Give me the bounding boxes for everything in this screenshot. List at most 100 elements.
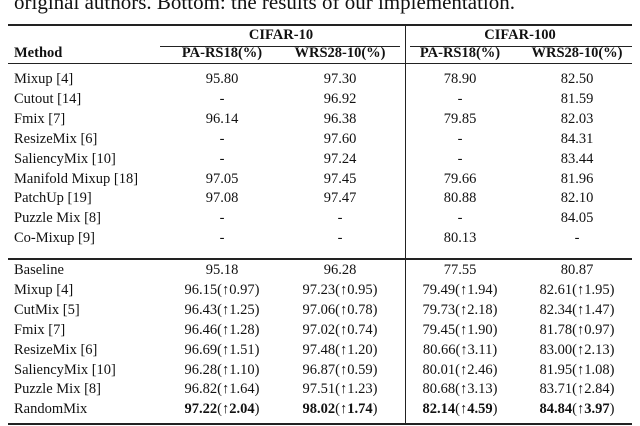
value-part: (↑ <box>217 401 230 418</box>
column-header: WRS28-10(%) <box>531 45 623 61</box>
value-cell: 83.71(↑2.84) <box>539 381 615 398</box>
value-cell: - <box>219 130 225 147</box>
method-cell: Puzzle Mix [8] <box>14 210 101 227</box>
value-cell: 81.96 <box>560 170 594 187</box>
value-part: ) <box>254 401 260 418</box>
value-part: (↑ <box>455 401 468 418</box>
value-part: ) <box>492 401 498 418</box>
value-cell: 96.28 <box>323 262 357 278</box>
value-part: ) <box>372 401 378 418</box>
value-cell: 80.88 <box>443 190 477 207</box>
method-cell: Cutout [14] <box>14 90 82 107</box>
value-cell: 83.00(↑2.13) <box>539 341 615 358</box>
value-cell: - <box>457 130 463 147</box>
value-part: 1.74 <box>347 401 373 418</box>
method-cell: SaliencyMix [10] <box>14 361 116 378</box>
value-cell: - <box>574 230 580 247</box>
value-cell: 80.87 <box>560 262 594 278</box>
method-cell: CutMix [5] <box>14 301 80 318</box>
value-cell: 96.38 <box>323 110 357 127</box>
value-cell: 97.23(↑0.95) <box>302 281 378 298</box>
value-part: 84.84 <box>539 401 573 418</box>
value-cell: 96.87(↑0.59) <box>302 361 378 378</box>
value-cell: 79.73(↑2.18) <box>422 301 498 318</box>
value-cell: 96.46(↑1.28) <box>184 321 260 338</box>
method-cell: ResizeMix [6] <box>14 341 98 358</box>
value-cell: - <box>457 150 463 167</box>
method-cell: RandomMix <box>14 401 88 418</box>
top-rule <box>8 24 632 26</box>
value-cell: 96.43(↑1.25) <box>184 301 260 318</box>
value-cell: - <box>337 230 343 247</box>
method-cell: Puzzle Mix [8] <box>14 381 101 398</box>
value-part: 97.22 <box>184 401 218 418</box>
value-part: 3.97 <box>584 401 610 418</box>
value-cell: 77.55 <box>443 262 477 278</box>
value-cell: 95.80 <box>205 71 239 87</box>
value-cell: 82.03 <box>560 110 594 127</box>
value-cell: 96.14 <box>205 110 239 127</box>
value-cell: 81.95(↑1.08) <box>539 361 615 378</box>
value-cell: 79.45(↑1.90) <box>422 321 498 338</box>
value-cell: 83.44 <box>560 150 594 167</box>
method-cell: PatchUp [19] <box>14 190 92 207</box>
value-cell: 80.66(↑3.11) <box>422 341 498 358</box>
value-cell: 81.78(↑0.97) <box>539 321 615 338</box>
value-cell: 97.05 <box>205 170 239 187</box>
value-cell: 97.48(↑1.20) <box>302 341 378 358</box>
value-cell: - <box>219 150 225 167</box>
value-part: 82.14 <box>422 401 456 418</box>
value-cell: 79.66 <box>443 170 477 187</box>
value-cell: 79.49(↑1.94) <box>422 281 498 298</box>
method-cell: Fmix [7] <box>14 110 66 127</box>
value-part: 2.04 <box>229 401 255 418</box>
header-rule <box>8 63 632 64</box>
value-cell: 97.60 <box>323 130 357 147</box>
group-header: CIFAR-100 <box>484 27 556 43</box>
value-cell: - <box>457 90 463 107</box>
column-header: Method <box>14 45 63 61</box>
value-cell: 96.92 <box>323 90 357 107</box>
method-cell: Manifold Mixup [18] <box>14 170 139 187</box>
value-cell: 96.28(↑1.10) <box>184 361 260 378</box>
value-cell: 97.06(↑0.78) <box>302 301 378 318</box>
value-cell: 82.61(↑1.95) <box>539 281 615 298</box>
value-cell: 82.14(↑4.59) <box>423 400 498 418</box>
column-header: PA-RS18(%) <box>419 45 501 61</box>
value-part: ) <box>609 401 615 418</box>
method-cell: ResizeMix [6] <box>14 130 98 147</box>
method-cell: Baseline <box>14 262 64 278</box>
column-header: WRS28-10(%) <box>294 45 386 61</box>
value-cell: - <box>337 210 343 227</box>
value-cell: 78.90 <box>443 71 477 87</box>
group-rule <box>160 46 400 47</box>
caption: original authors. Bottom: the results of… <box>14 0 516 14</box>
value-cell: 82.34(↑1.47) <box>539 301 615 318</box>
group-rule <box>410 46 632 47</box>
value-cell: - <box>457 210 463 227</box>
value-cell: - <box>219 90 225 107</box>
value-cell: 95.18 <box>205 262 239 278</box>
group-header: CIFAR-10 <box>248 27 314 43</box>
bottom-rule <box>8 423 632 425</box>
value-part: (↑ <box>335 401 348 418</box>
value-cell: 97.45 <box>323 170 357 187</box>
value-cell: 96.82(↑1.64) <box>184 381 260 398</box>
value-cell: 80.68(↑3.13) <box>422 381 498 398</box>
method-cell: Mixup [4] <box>14 281 74 298</box>
value-cell: 80.13 <box>443 230 477 247</box>
method-cell: SaliencyMix [10] <box>14 150 116 167</box>
value-cell: - <box>219 210 225 227</box>
section-rule <box>8 258 632 260</box>
value-cell: - <box>219 230 225 247</box>
value-part: 98.02 <box>302 401 336 418</box>
value-cell: 97.22(↑2.04) <box>185 400 260 418</box>
value-cell: 97.02(↑0.74) <box>302 321 378 338</box>
value-cell: 97.51(↑1.23) <box>302 381 378 398</box>
value-cell: 97.24 <box>323 150 357 167</box>
value-part: 4.59 <box>467 401 493 418</box>
value-part: (↑ <box>572 401 585 418</box>
value-cell: 82.10 <box>560 190 594 207</box>
column-divider <box>405 24 406 424</box>
value-cell: 80.01(↑2.46) <box>422 361 498 378</box>
